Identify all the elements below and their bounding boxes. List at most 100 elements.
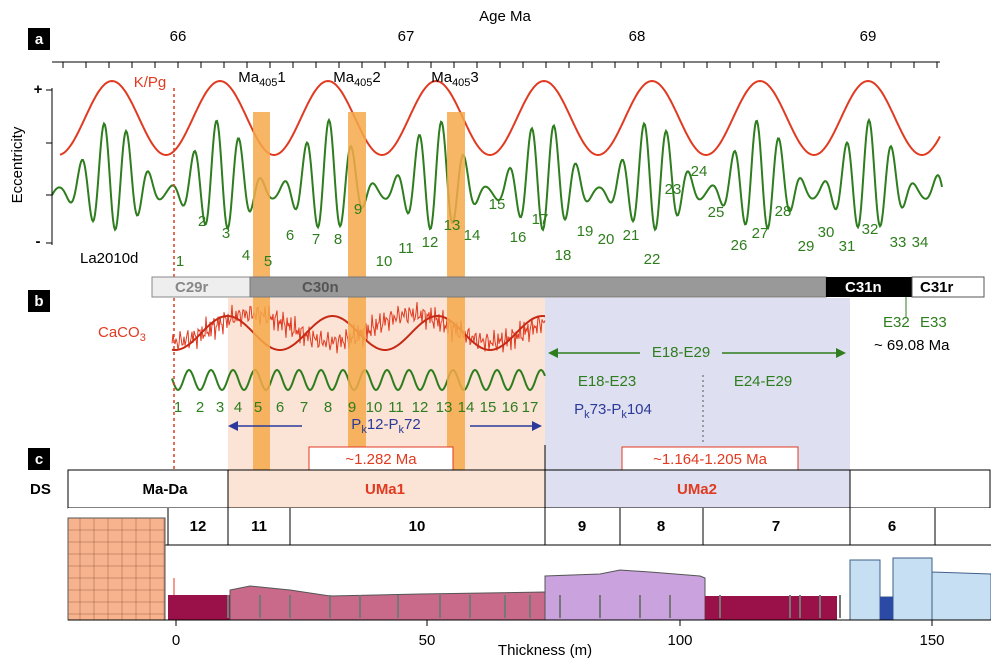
cycle-label: 16 (502, 399, 519, 416)
cycle-label: 18 (555, 247, 572, 264)
range-label: E18-E29 (652, 344, 710, 361)
cycle-label: 9 (354, 201, 362, 218)
cycle-label: 7 (312, 231, 320, 248)
ds-cell (849, 469, 991, 509)
cycle-label: 6 (286, 227, 294, 244)
ds-cell (67, 469, 229, 509)
cycle-label: 3 (216, 399, 224, 416)
cycle-label: 24 (691, 163, 708, 180)
age-tick-label: 66 (170, 28, 187, 45)
chron-label: C29r (175, 279, 209, 296)
y-plus: + (34, 81, 43, 98)
litho-layer (168, 595, 230, 620)
thickness-title: Thickness (m) (498, 642, 592, 658)
litho-block (67, 517, 166, 621)
cycle-label: 26 (731, 237, 748, 254)
cycle-label: 25 (708, 204, 725, 221)
ma405-label: Ma4051 (238, 69, 286, 89)
cycle-label: 31 (839, 238, 856, 255)
cycle-label: 13 (444, 217, 461, 234)
cycle-label: 17 (532, 211, 549, 228)
panel-label-box (28, 290, 50, 312)
model-label: La2010d (80, 250, 138, 267)
cycle-label: 15 (480, 399, 497, 416)
cycle-label: 34 (912, 234, 929, 251)
cycle-label: 14 (464, 227, 481, 244)
cycle-label: 14 (458, 399, 475, 416)
litho-layer (849, 557, 991, 621)
cycle-label: 13 (436, 399, 453, 416)
cycle-label: 11 (388, 399, 404, 416)
unit-row (68, 508, 991, 545)
range-label: E18-E23 (578, 373, 636, 390)
panel-label: c (35, 451, 43, 468)
age-tick-label: 69 (860, 28, 877, 45)
cycle-label: 12 (412, 399, 429, 416)
pk-label: Pk73-Pk104 (574, 401, 652, 421)
cycle-label: 4 (234, 399, 242, 416)
panel-label: b (34, 293, 43, 310)
cycle-label: 32 (862, 221, 879, 238)
panel-label-box (28, 448, 50, 470)
cycle-label: 17 (522, 399, 539, 416)
chron-label: C30n (302, 279, 339, 296)
unit-label: 10 (409, 518, 426, 535)
litho-layer (544, 569, 706, 621)
ds-title: DS (30, 481, 51, 498)
chron-c31n (826, 277, 912, 297)
unit-label: 6 (888, 518, 896, 535)
chron-c31r (911, 276, 985, 298)
e32-label: E32 (883, 314, 910, 331)
litho-layer (705, 596, 837, 620)
cycle-label: 27 (752, 225, 769, 242)
pink-zone (228, 298, 545, 470)
duration-label: ~1.282 Ma (345, 451, 417, 468)
cycle-label: 20 (598, 231, 615, 248)
panel-label: a (35, 31, 44, 48)
cycle-label: 12 (422, 234, 439, 251)
cycle-label: 16 (510, 229, 527, 246)
range-label: E24-E29 (734, 373, 792, 390)
cycle-label: 1 (174, 399, 182, 416)
blue-zone (545, 298, 850, 470)
cycle-label: 6 (276, 399, 284, 416)
thickness-tick-label: 0 (172, 632, 180, 649)
duration-box (621, 446, 799, 473)
duration-label: ~1.164-1.205 Ma (653, 451, 767, 468)
ma405-label: Ma4053 (431, 69, 479, 89)
unit-label: 11 (251, 518, 267, 535)
cycle-label: 5 (264, 253, 272, 270)
short-eccentricity (51, 117, 943, 232)
chron-label: C31r (920, 279, 954, 296)
cycle-label: 33 (890, 234, 907, 251)
cycle-label: 10 (376, 253, 393, 270)
chron-label: C31n (845, 279, 882, 296)
cycle-label: 8 (334, 231, 342, 248)
pk-label: Pk12-Pk72 (351, 416, 420, 436)
unit-label: 9 (578, 518, 586, 535)
ma405-label: Ma4052 (333, 69, 381, 89)
cycle-label: 10 (366, 399, 383, 416)
unit-label: 12 (190, 518, 207, 535)
cycle-label: 15 (489, 196, 506, 213)
cycle-label: 22 (644, 251, 661, 268)
cycle-label: 2 (196, 399, 204, 416)
unit-label: 7 (772, 518, 780, 535)
cycle-label: 3 (222, 225, 230, 242)
ds-label: Ma-Da (142, 481, 188, 498)
cycle-label: 4 (242, 247, 250, 264)
ds-label: UMa1 (365, 481, 405, 498)
kpg-label: K/Pg (134, 74, 167, 91)
cycle-label: 7 (300, 399, 308, 416)
panel-label-box (28, 28, 50, 50)
age-tick-label: 67 (398, 28, 415, 45)
cycle-label: 5 (254, 399, 262, 416)
y-title: Eccentricity (9, 126, 26, 203)
cycle-label: 23 (665, 181, 682, 198)
axis-title: Age Ma (479, 8, 531, 25)
e33-label: E33 (920, 314, 947, 331)
cycle-label: 28 (775, 203, 792, 220)
thickness-tick-label: 150 (919, 632, 944, 649)
ds-label: UMa2 (677, 481, 717, 498)
